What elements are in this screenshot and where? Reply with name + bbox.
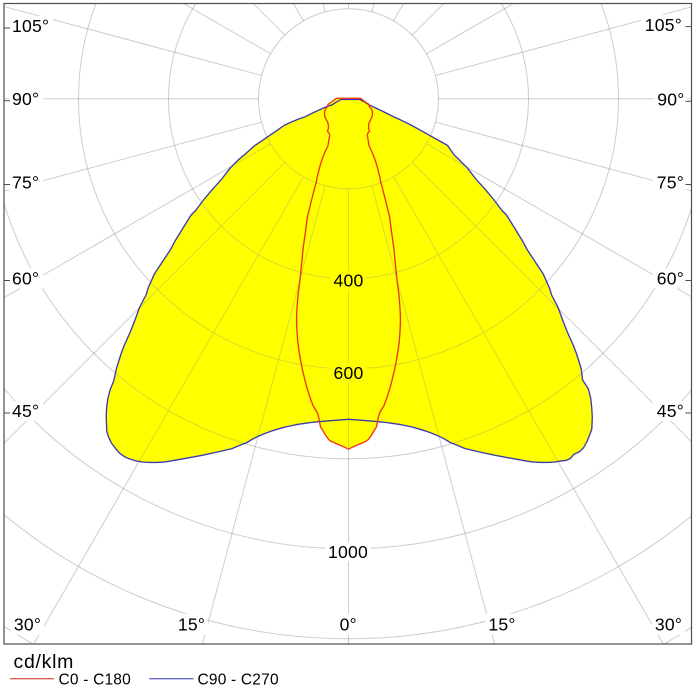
svg-text:45°: 45° xyxy=(657,401,684,421)
svg-text:60°: 60° xyxy=(12,269,39,289)
svg-text:45°: 45° xyxy=(12,401,39,421)
svg-text:30°: 30° xyxy=(655,615,682,635)
svg-text:15°: 15° xyxy=(488,615,515,635)
svg-text:90°: 90° xyxy=(12,89,39,109)
svg-text:C90 - C270: C90 - C270 xyxy=(198,672,279,689)
svg-text:105°: 105° xyxy=(12,16,49,36)
svg-text:60°: 60° xyxy=(657,269,684,289)
svg-text:C0 - C180: C0 - C180 xyxy=(59,672,132,689)
svg-text:90°: 90° xyxy=(657,90,684,110)
svg-text:0°: 0° xyxy=(340,615,357,635)
svg-text:cd/klm: cd/klm xyxy=(14,651,75,673)
svg-text:1000: 1000 xyxy=(328,542,368,562)
svg-text:75°: 75° xyxy=(12,173,39,193)
svg-text:30°: 30° xyxy=(14,615,41,635)
svg-text:600: 600 xyxy=(334,363,364,383)
svg-text:15°: 15° xyxy=(178,615,205,635)
svg-text:400: 400 xyxy=(334,271,364,291)
svg-text:105°: 105° xyxy=(645,15,682,35)
svg-text:75°: 75° xyxy=(657,173,684,193)
